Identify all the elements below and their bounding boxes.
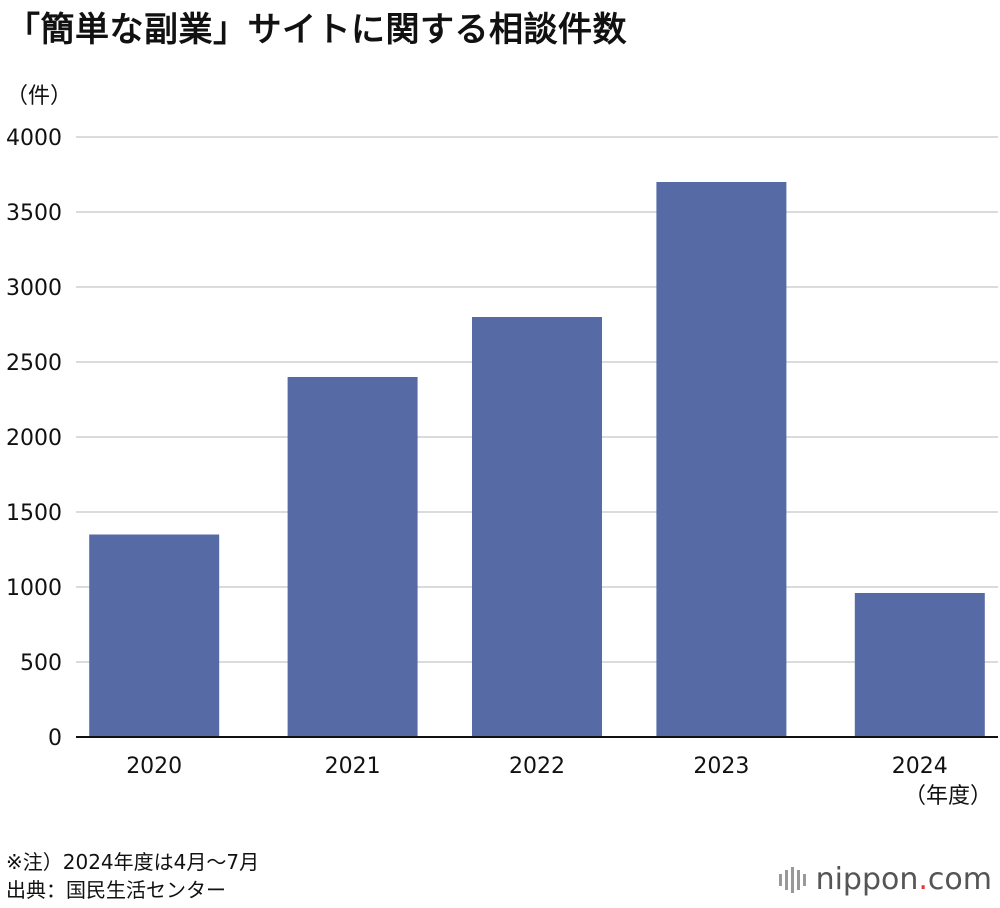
bar-2023 bbox=[656, 182, 787, 737]
y-tick-label: 1000 bbox=[6, 576, 62, 601]
logo-tld-text: com bbox=[927, 862, 992, 897]
y-tick-label: 0 bbox=[48, 726, 62, 751]
bar-2024 bbox=[854, 593, 985, 737]
logo-dot: . bbox=[918, 862, 928, 897]
source-credit: 出典：国民生活センター bbox=[6, 878, 226, 902]
chart-title: 「簡単な副業」サイトに関する相談件数 bbox=[6, 10, 627, 50]
y-tick-label: 500 bbox=[20, 651, 62, 676]
logo-bars-icon bbox=[778, 866, 806, 893]
x-tick-label: 2023 bbox=[693, 754, 749, 779]
x-tick-labels: 2020 2021 2022 2023 2024 bbox=[126, 754, 948, 779]
logo-main-text: nippon bbox=[815, 862, 919, 897]
x-tick-label: 2021 bbox=[325, 754, 381, 779]
bar-2020 bbox=[89, 534, 220, 737]
y-tick-label: 4000 bbox=[6, 126, 62, 151]
y-tick-label: 2000 bbox=[6, 426, 62, 451]
y-tick-label: 3000 bbox=[6, 276, 62, 301]
y-tick-label: 1500 bbox=[6, 501, 62, 526]
nippon-logo: nippon. com bbox=[778, 862, 992, 897]
bars bbox=[89, 182, 985, 737]
x-tick-label: 2022 bbox=[509, 754, 565, 779]
x-axis-unit-label: （年度） bbox=[903, 784, 992, 809]
x-tick-label: 2020 bbox=[126, 754, 182, 779]
x-tick-label: 2024 bbox=[892, 754, 948, 779]
y-tick-labels: 0 500 1000 1500 2000 2500 3000 3500 4000 bbox=[6, 126, 62, 751]
bar-2022 bbox=[472, 317, 602, 737]
y-tick-label: 2500 bbox=[6, 351, 62, 376]
footnote: ※注）2024年度は4月～7月 bbox=[6, 850, 260, 874]
y-axis-unit-label: （件） bbox=[6, 84, 73, 109]
bar-2021 bbox=[287, 377, 418, 737]
y-tick-label: 3500 bbox=[6, 201, 62, 226]
